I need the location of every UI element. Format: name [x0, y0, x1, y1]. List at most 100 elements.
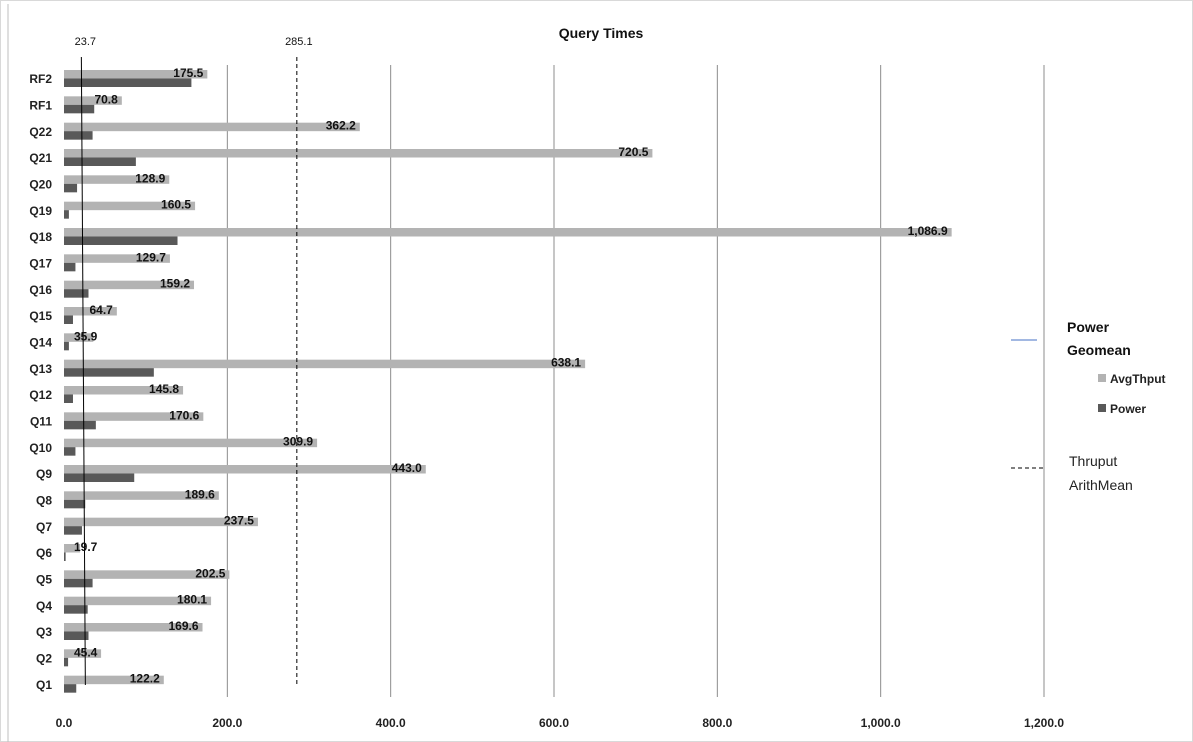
- category-label: Q6: [36, 546, 52, 560]
- data-label: 362.2: [326, 119, 356, 133]
- category-label: Q21: [29, 151, 52, 165]
- category-label: Q4: [36, 599, 52, 613]
- data-label: 70.8: [94, 92, 118, 106]
- data-label: 159.2: [160, 277, 190, 291]
- category-label: Q7: [36, 520, 52, 534]
- bar-avgthput: [64, 386, 184, 395]
- bar-avgthput: [64, 438, 318, 448]
- data-label: 309.9: [283, 435, 313, 449]
- gridlines: [226, 65, 1045, 697]
- chart-title: Query Times: [559, 25, 644, 41]
- bar-power: [64, 605, 88, 614]
- data-label: 170.6: [169, 408, 199, 422]
- bar-power: [64, 104, 95, 114]
- bar-avgthput: [64, 175, 170, 184]
- data-label: 122.2: [130, 672, 160, 686]
- axes: 0.0 200.0 400.0 600.0 800.0 1,000.0 1,200.0: [56, 716, 1065, 730]
- bar-power: [64, 368, 154, 377]
- bar-power: [64, 394, 73, 403]
- legend-label: Geomean: [1067, 342, 1131, 358]
- data-label: 19.7: [74, 540, 98, 554]
- data-label: 720.5: [618, 145, 648, 159]
- reference-line: [80, 56, 86, 686]
- bar-avgthput: [64, 570, 230, 579]
- data-label: 35.9: [74, 329, 98, 343]
- bar-avgthput: [64, 201, 196, 211]
- x-tick-label: 1,000.0: [861, 716, 901, 730]
- category-label: Q15: [29, 309, 52, 323]
- category-label: Q20: [29, 178, 52, 192]
- legend-swatch-power: [1098, 404, 1106, 412]
- x-tick-label: 1,200.0: [1024, 716, 1064, 730]
- data-label: 1,086.9: [908, 224, 948, 238]
- bar-avgthput: [64, 228, 952, 237]
- data-label: 189.6: [185, 487, 215, 501]
- category-label: Q11: [30, 415, 52, 429]
- legend-label: ArithMean: [1069, 477, 1133, 493]
- category-label: Q13: [29, 362, 52, 376]
- legend-swatch-avgthput: [1098, 374, 1106, 382]
- data-label: 145.8: [149, 382, 179, 396]
- category-label: Q9: [36, 467, 52, 481]
- category-label: Q1: [36, 678, 52, 692]
- category-label: Q19: [29, 204, 52, 218]
- data-label: 175.5: [173, 66, 203, 80]
- category-label: Q10: [29, 441, 52, 455]
- x-tick-label: 200.0: [212, 716, 242, 730]
- bar-power: [64, 578, 93, 588]
- bar-power: [64, 78, 192, 87]
- data-label: 45.4: [74, 645, 98, 659]
- reference-line-label: 285.1: [285, 36, 313, 48]
- data-label: 202.5: [195, 566, 225, 580]
- bar-avgthput: [64, 307, 117, 316]
- legend-label: AvgThput: [1110, 372, 1166, 386]
- category-label: Q5: [36, 573, 52, 587]
- category-label: Q12: [29, 388, 52, 402]
- bar-power: [64, 262, 76, 272]
- legend-label: Power: [1110, 402, 1146, 416]
- reference-line-label: 23.7: [75, 36, 96, 48]
- bar-avgthput: [64, 491, 219, 500]
- category-label: Q8: [36, 494, 52, 508]
- data-label: 180.1: [177, 593, 207, 607]
- x-tick-label: 600.0: [539, 716, 569, 730]
- bar-power: [64, 157, 136, 166]
- bar-power: [64, 236, 178, 245]
- bar-avgthput: [64, 280, 195, 290]
- bar-avgthput: [64, 675, 164, 685]
- bar-power: [64, 473, 135, 482]
- bar-power: [64, 684, 77, 693]
- category-label: Q14: [29, 336, 52, 350]
- bar-avgthput: [64, 596, 212, 606]
- bar-power: [64, 526, 82, 535]
- bar-avgthput: [64, 623, 203, 632]
- bar-avgthput: [64, 333, 94, 342]
- bar-power: [64, 315, 73, 324]
- bar-avgthput: [64, 544, 81, 553]
- bar-power: [64, 447, 76, 456]
- bar-avgthput: [64, 96, 122, 105]
- bar-power: [64, 289, 89, 298]
- bar-avgthput: [64, 412, 204, 421]
- data-label: 237.5: [224, 514, 254, 528]
- bar-power: [64, 183, 78, 193]
- bar-avgthput: [64, 122, 360, 132]
- category-label: Q2: [36, 652, 52, 666]
- data-label: 128.9: [135, 171, 165, 185]
- bar-power: [64, 210, 69, 219]
- data-label: 638.1: [551, 356, 581, 370]
- bar-avgthput: [64, 359, 586, 369]
- bar-power: [64, 341, 69, 351]
- x-tick-label: 0.0: [56, 716, 73, 730]
- bar-power: [64, 420, 96, 430]
- bar-avgthput: [64, 465, 426, 474]
- bars: [64, 70, 952, 693]
- category-label: Q16: [29, 283, 52, 297]
- legend-label: Thruput: [1069, 453, 1117, 469]
- data-label: 64.7: [89, 303, 113, 317]
- data-labels: 122.2 Q1 45.4 Q2 169.6 Q3 180.1 Q4 202.5 Q5 19.7 Q6…: [29, 66, 948, 692]
- data-label: 169.6: [168, 619, 198, 633]
- category-label: RF1: [29, 99, 52, 113]
- reference-lines: 23.7 285.1: [75, 36, 313, 686]
